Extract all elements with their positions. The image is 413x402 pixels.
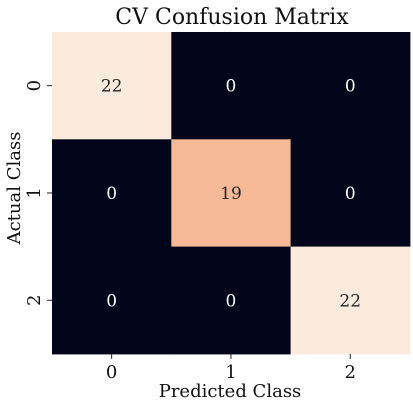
y-axis-label: Actual Class	[4, 132, 25, 246]
cell-value-label-0-0: 22	[101, 77, 123, 97]
chart-title: CV Confusion Matrix	[115, 5, 349, 30]
cell-value-label-0-2: 0	[345, 77, 356, 97]
y-axis-ticks: 0 1 2	[24, 80, 52, 306]
x-axis-label: Predicted Class	[159, 381, 302, 402]
heatmap-cell-2-2	[290, 246, 411, 355]
cell-value-label-1-0: 0	[106, 184, 117, 204]
y-tick-label-2: 2	[24, 295, 45, 306]
cell-value-label-1-1: 19	[220, 184, 242, 204]
heatmap-cells	[52, 32, 411, 355]
x-axis-ticks: 0 1 2	[106, 353, 356, 383]
cell-value-label-2-0: 0	[106, 291, 117, 311]
cell-value-label-2-1: 0	[226, 291, 237, 311]
heatmap-cell-1-2	[290, 139, 411, 248]
heatmap-cell-2-0	[52, 246, 172, 355]
x-tick-label-2: 2	[345, 362, 356, 383]
heatmap-cell-labels: 22 0 0 0 19 0 0 0 22	[101, 77, 361, 312]
x-tick-label-1: 1	[225, 362, 236, 383]
cell-value-label-1-2: 0	[345, 184, 356, 204]
y-tick-label-0: 0	[24, 80, 45, 91]
heatmap-cell-0-2	[290, 32, 411, 140]
y-tick-label-1: 1	[24, 187, 45, 198]
heatmap-cell-0-1	[171, 32, 292, 140]
x-tick-label-0: 0	[106, 362, 117, 383]
cell-value-label-0-1: 0	[226, 77, 237, 97]
heatmap-cell-0-0	[52, 32, 172, 140]
heatmap-cell-1-1	[171, 139, 292, 248]
cell-value-label-2-2: 22	[339, 291, 361, 311]
heatmap-cell-1-0	[52, 139, 172, 248]
heatmap-cell-2-1	[171, 246, 292, 355]
